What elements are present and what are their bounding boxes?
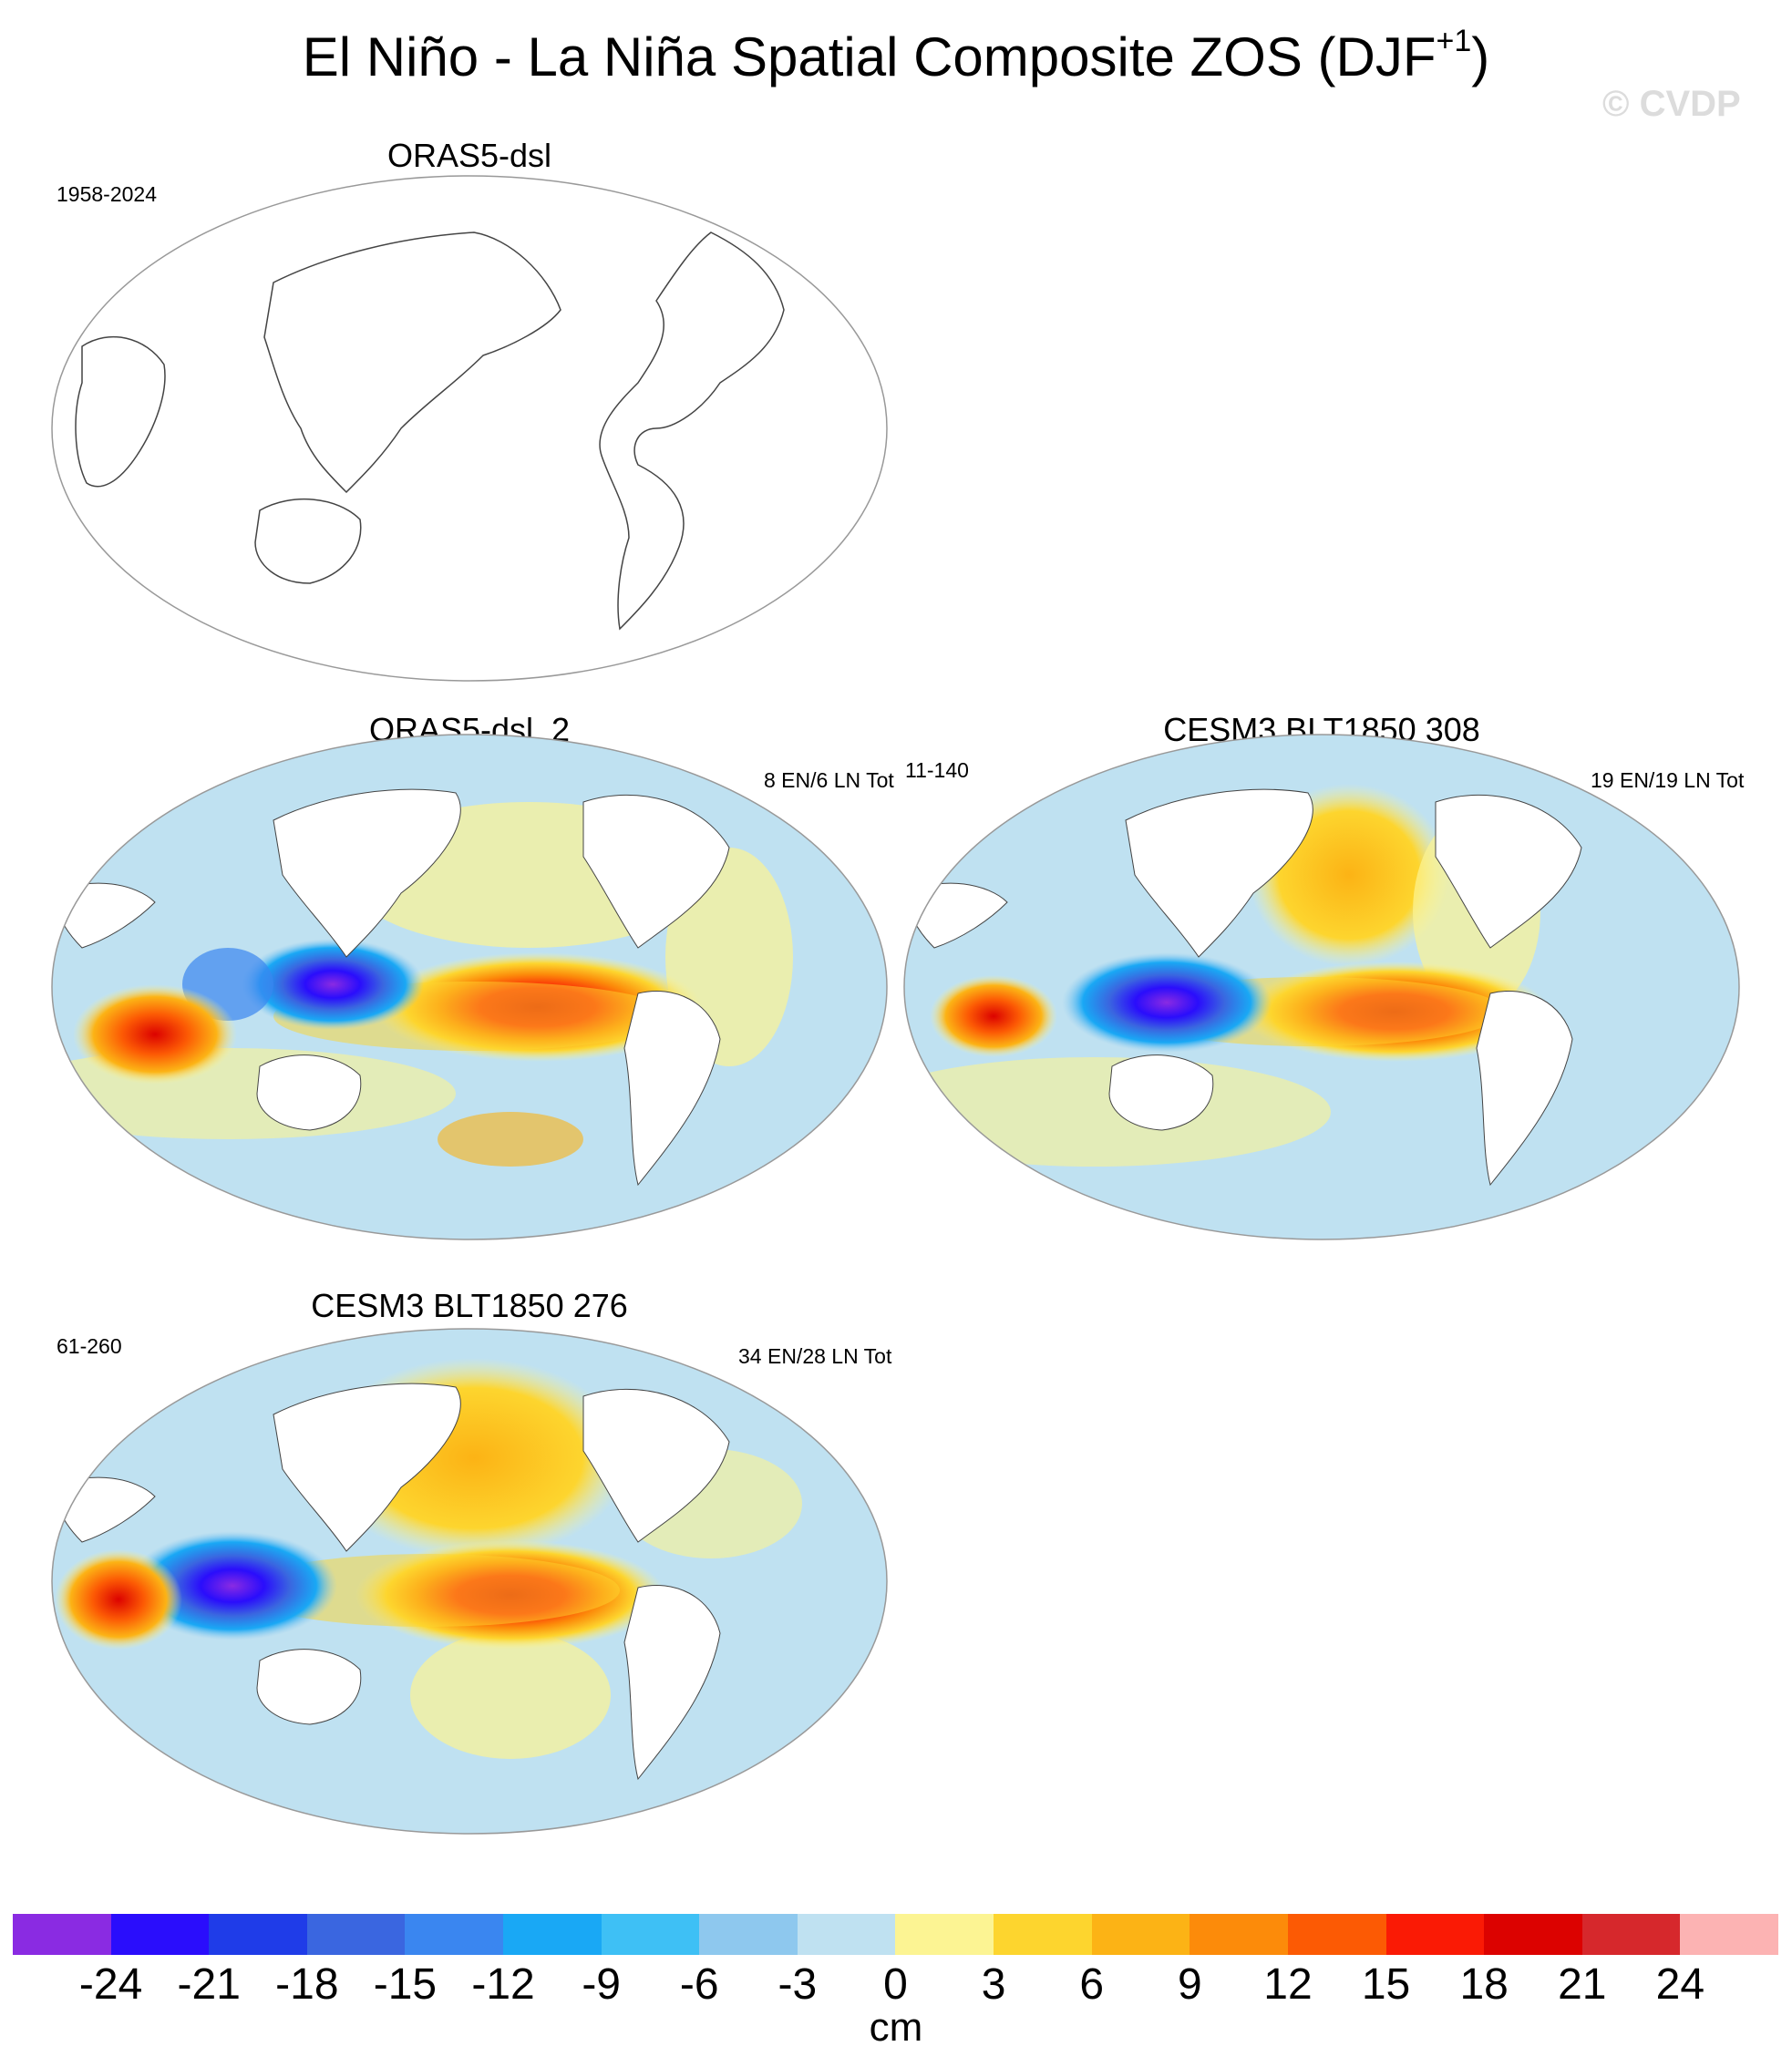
colorbar-tick-label: -24 (78, 1960, 143, 2009)
colorbar-units: cm (869, 2005, 923, 2050)
colorbar-box (601, 1914, 700, 1955)
colorbar-box (994, 1914, 1092, 1955)
panel-3-warm-pool-anomaly (1062, 952, 1272, 1053)
panel-1-map (51, 175, 888, 682)
panel-4-frame (51, 1328, 888, 1835)
colorbar-box (405, 1914, 504, 1955)
colorbar-tick-label: -3 (778, 1960, 818, 2009)
panel-1-africa-coast (75, 335, 166, 488)
colorbar (13, 1914, 1778, 1955)
colorbar-tick-label: 9 (1177, 1960, 1202, 2009)
title-superscript: +1 (1436, 24, 1472, 58)
colorbar-tick-label: -15 (373, 1960, 438, 2009)
panel-4-indian-ocean-anomaly (55, 1549, 182, 1650)
panel-1-period: 1958-2024 (57, 182, 157, 206)
colorbar-tick-label: 24 (1655, 1960, 1705, 2009)
colorbar-box (895, 1914, 994, 1955)
colorbar-tick-label: 15 (1361, 1960, 1411, 2009)
colorbar-tick-label: 0 (883, 1960, 908, 2009)
colorbar-box (797, 1914, 896, 1955)
panel-2-indian-ocean-anomaly (73, 984, 237, 1085)
colorbar-tick-label: 3 (981, 1960, 1006, 2009)
colorbar-box (1091, 1914, 1190, 1955)
panel-2-frame (51, 734, 888, 1240)
colorbar-box (503, 1914, 602, 1955)
panel-4-period: 61-260 (57, 1334, 122, 1358)
colorbar-tick-label: -21 (177, 1960, 241, 2009)
colorbar-box (209, 1914, 307, 1955)
panel-1-australia-coast (254, 498, 362, 584)
colorbar-tick-label: 21 (1558, 1960, 1607, 2009)
panel-3-event-count: 19 EN/19 LN Tot (1591, 768, 1745, 792)
panel-4-map (52, 1329, 887, 1834)
title-text: El Niño - La Niña Spatial Composite ZOS … (302, 26, 1437, 87)
title-close: ) (1471, 26, 1490, 87)
colorbar-box (1581, 1914, 1681, 1955)
panel-2-map (52, 735, 887, 1239)
panel-2-extra-label: 11-140 (905, 758, 969, 782)
panel-3-map (904, 735, 1739, 1239)
figure-title: El Niño - La Niña Spatial Composite ZOS … (0, 24, 1792, 88)
colorbar-tick-label: 6 (1079, 1960, 1105, 2009)
panel-4-event-count: 34 EN/28 LN Tot (738, 1344, 892, 1368)
colorbar-tick-label: -12 (471, 1960, 535, 2009)
colorbar-tick-label: 12 (1263, 1960, 1313, 2009)
panel-1-americas-coast (599, 231, 785, 631)
panel-2-event-count: 8 EN/6 LN Tot (764, 768, 894, 792)
panel-2-warm-pool-anomaly (242, 939, 424, 1030)
colorbar-box (1190, 1914, 1288, 1955)
colorbar-box (1680, 1914, 1778, 1955)
colorbar-tick-label: -18 (275, 1960, 339, 2009)
colorbar-tick-label: 18 (1459, 1960, 1509, 2009)
colorbar-box (13, 1914, 111, 1955)
colorbar-box (1287, 1914, 1386, 1955)
panel-4-warm-pool-anomaly (128, 1531, 337, 1640)
panel-1-asia-coast (263, 231, 561, 494)
panel-3-frame (903, 734, 1740, 1240)
panel-1-title: ORAS5-dsl (386, 137, 552, 174)
cvdp-watermark: © CVDP (1602, 84, 1741, 124)
colorbar-tick-label: -6 (679, 1960, 719, 2009)
colorbar-tick-label: -9 (582, 1960, 621, 2009)
panel-4-title: CESM3 BLT1850 276 (311, 1287, 628, 1324)
colorbar-box (110, 1914, 210, 1955)
colorbar-box (306, 1914, 406, 1955)
panel-3-indian-ocean-anomaly (930, 975, 1057, 1057)
colorbar-box (1484, 1914, 1582, 1955)
panel-1-frame (51, 175, 888, 682)
colorbar-box (1385, 1914, 1485, 1955)
colorbar-box (699, 1914, 798, 1955)
